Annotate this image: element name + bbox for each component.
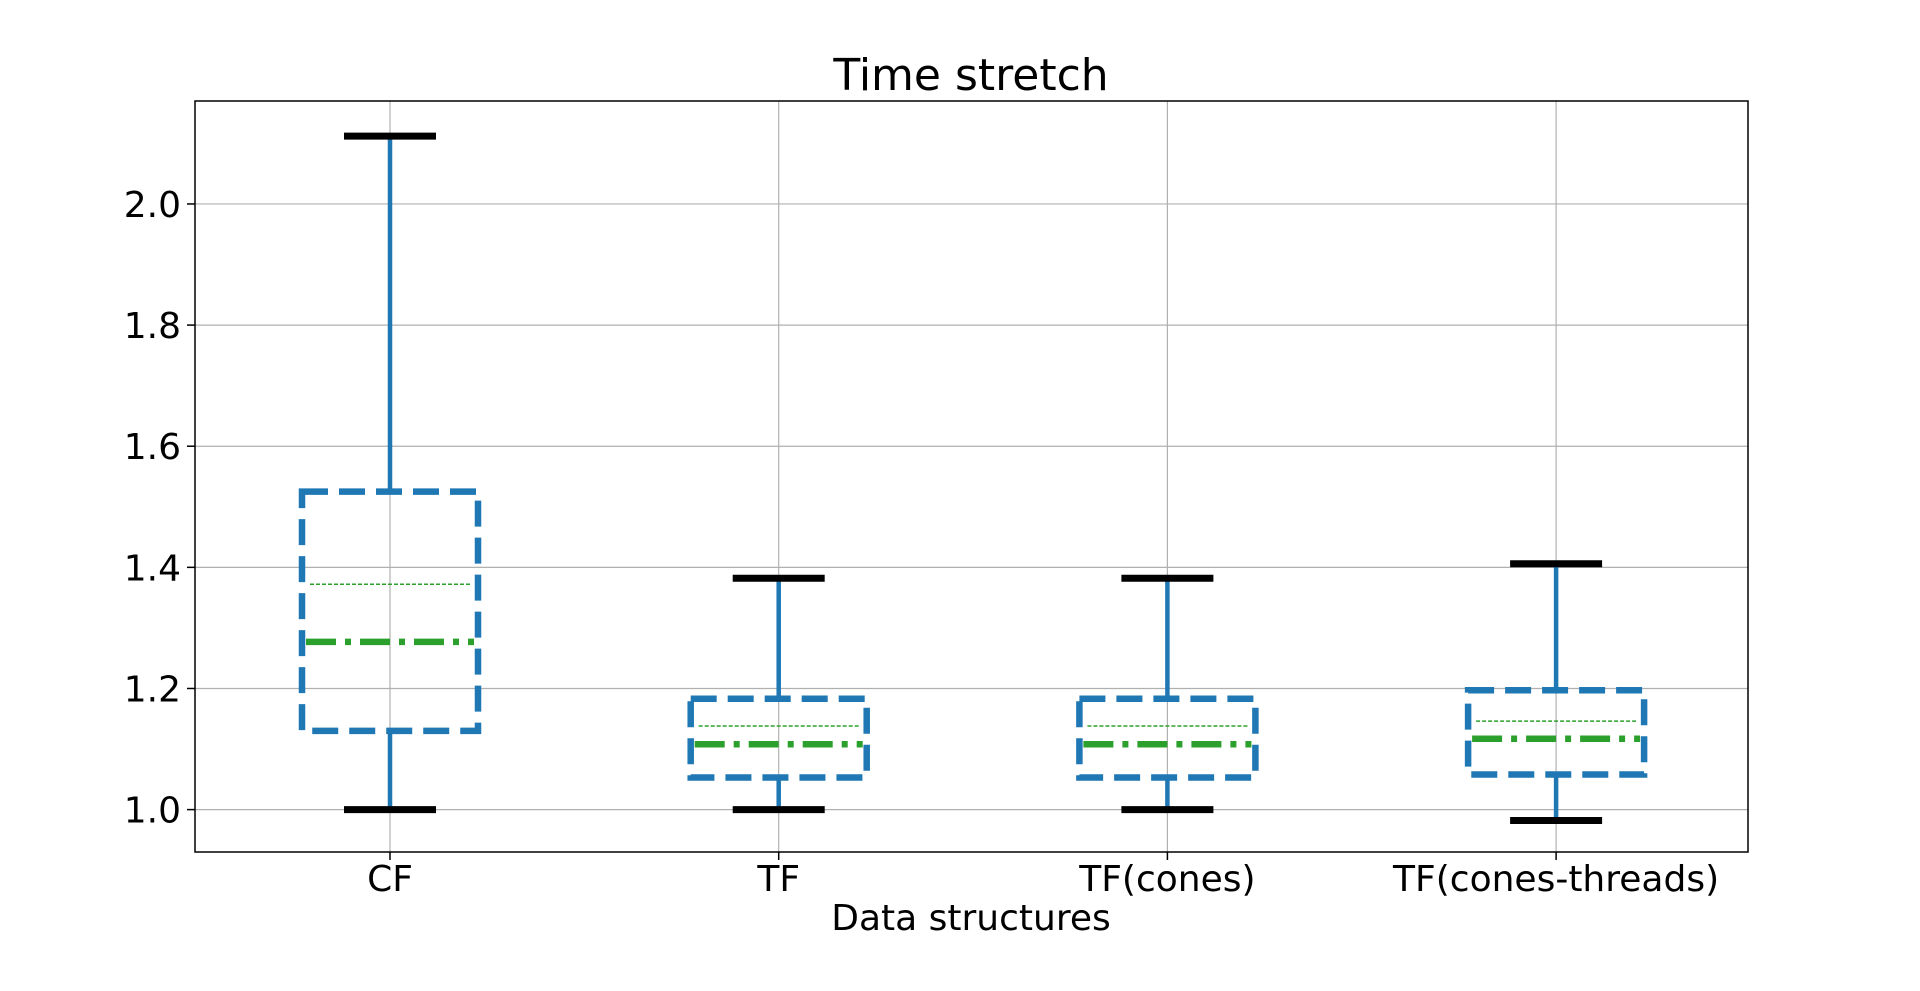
y-tick-label: 1.0 [124, 791, 181, 832]
box-group-TF [687, 574, 870, 814]
x-tick-label: CF [367, 859, 413, 900]
iqr-box [298, 488, 482, 735]
y-tick-labels: 1.0 1.2 1.4 1.6 1.8 2.0 [124, 185, 195, 832]
x-tick-labels: CF TF TF(cones) TF(cones-threads) [367, 852, 1719, 900]
x-tick-label: TF(cones) [1078, 859, 1255, 900]
box-group-TF(cones-threads) [1464, 560, 1648, 825]
y-tick-label: 1.6 [124, 427, 181, 468]
y-tick-label: 1.8 [124, 306, 181, 347]
y-tick-label: 1.2 [124, 669, 181, 710]
y-tick-label: 1.4 [124, 548, 181, 589]
grid-layer [195, 101, 1748, 852]
y-tick-label: 2.0 [124, 185, 181, 226]
x-axis-label: Data structures [831, 898, 1111, 939]
x-tick-label: TF [756, 859, 800, 900]
plot-frame [194, 100, 1749, 853]
iqr-box [687, 695, 870, 781]
box-layer [298, 132, 1648, 825]
iqr-box [1464, 687, 1648, 778]
box-group-TF(cones) [1076, 574, 1259, 814]
chart-title: Time stretch [832, 50, 1108, 101]
x-tick-label: TF(cones-threads) [1392, 859, 1719, 900]
iqr-box [1076, 695, 1259, 781]
box-group-CF [298, 132, 482, 814]
